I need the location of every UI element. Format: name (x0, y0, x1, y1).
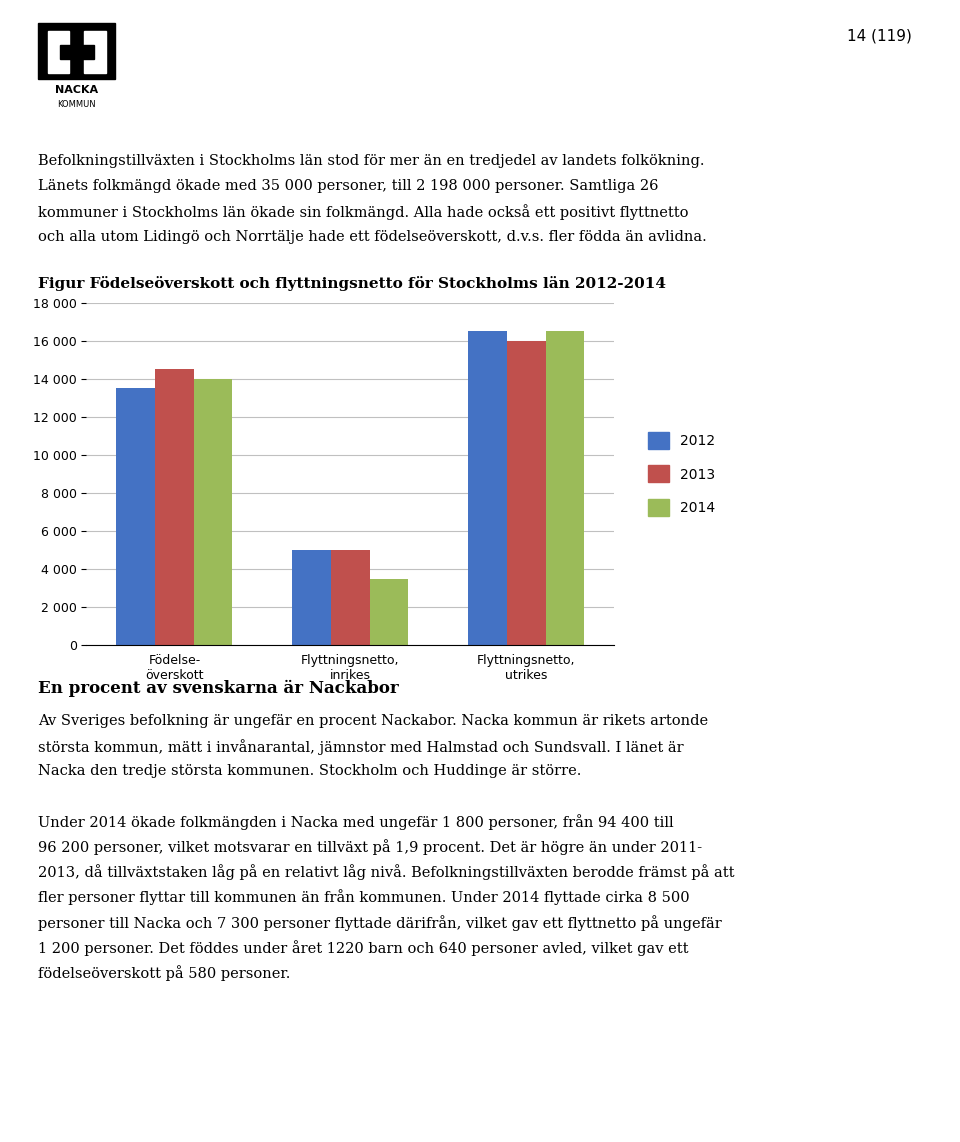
Text: Länets folkmängd ökade med 35 000 personer, till 2 198 000 personer. Samtliga 26: Länets folkmängd ökade med 35 000 person… (38, 179, 659, 193)
Text: fler personer flyttar till kommunen än från kommunen. Under 2014 flyttade cirka : fler personer flyttar till kommunen än f… (38, 890, 690, 906)
Text: personer till Nacka och 7 300 personer flyttade därifrån, vilket gav ett flyttne: personer till Nacka och 7 300 personer f… (38, 915, 722, 931)
Text: 1 200 personer. Det föddes under året 1220 barn och 640 personer avled, vilket g: 1 200 personer. Det föddes under året 12… (38, 940, 689, 956)
Bar (545, 331, 585, 645)
Text: och alla utom Lidingö och Norrtälje hade ett födelseöverskott, d.v.s. fler födda: och alla utom Lidingö och Norrtälje hade… (38, 230, 708, 243)
Text: Figur Födelseöverskott och flyttningsnetto för Stockholms län 2012-2014: Figur Födelseöverskott och flyttningsnet… (38, 276, 666, 291)
Text: kommuner i Stockholms län ökade sin folkmängd. Alla hade också ett positivt flyt: kommuner i Stockholms län ökade sin folk… (38, 204, 689, 220)
Bar (116, 388, 155, 645)
Bar (292, 550, 331, 645)
Bar (507, 340, 545, 645)
Text: Under 2014 ökade folkmängden i Nacka med ungefär 1 800 personer, från 94 400 til: Under 2014 ökade folkmängden i Nacka med… (38, 814, 674, 830)
Text: KOMMUN: KOMMUN (58, 99, 96, 108)
Bar (38, 23, 115, 79)
Bar (331, 550, 370, 645)
Bar (155, 369, 194, 645)
Bar (84, 31, 106, 73)
Text: Nacka den tredje största kommunen. Stockholm och Huddinge är större.: Nacka den tredje största kommunen. Stock… (38, 764, 582, 778)
Text: födelseöverskott på 580 personer.: födelseöverskott på 580 personer. (38, 965, 291, 981)
Text: största kommun, mätt i invånarantal, jämnstor med Halmstad och Sundsvall. I läne: största kommun, mätt i invånarantal, jäm… (38, 739, 684, 755)
Text: NACKA: NACKA (56, 85, 98, 95)
Bar (370, 579, 409, 645)
Legend: 2012, 2013, 2014: 2012, 2013, 2014 (642, 426, 721, 522)
Text: 14 (119): 14 (119) (847, 29, 912, 43)
Text: 2013, då tillväxtstaken låg på en relativt låg nivå. Befolkningstillväxten berod: 2013, då tillväxtstaken låg på en relati… (38, 864, 735, 880)
Bar (48, 31, 69, 73)
Text: En procent av svenskarna är Nackabor: En procent av svenskarna är Nackabor (38, 679, 399, 697)
Text: Befolkningstillväxten i Stockholms län stod för mer än en tredjedel av landets f: Befolkningstillväxten i Stockholms län s… (38, 154, 705, 168)
Text: 96 200 personer, vilket motsvarar en tillväxt på 1,9 procent. Det är högre än un: 96 200 personer, vilket motsvarar en til… (38, 839, 703, 855)
Bar (60, 45, 94, 58)
Bar (468, 331, 507, 645)
Text: Av Sveriges befolkning är ungefär en procent Nackabor. Nacka kommun är rikets ar: Av Sveriges befolkning är ungefär en pro… (38, 714, 708, 727)
Bar (194, 379, 232, 645)
